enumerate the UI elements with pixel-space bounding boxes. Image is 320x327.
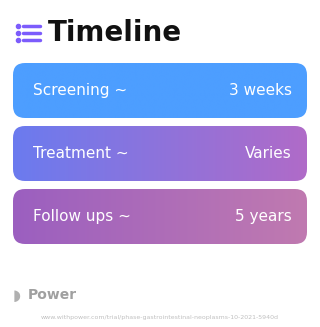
Text: 5 years: 5 years — [235, 209, 292, 224]
Text: Power: Power — [28, 288, 77, 302]
Text: Timeline: Timeline — [48, 19, 182, 47]
Text: Treatment ~: Treatment ~ — [33, 146, 129, 161]
Text: Screening ~: Screening ~ — [33, 83, 127, 98]
Text: Follow ups ~: Follow ups ~ — [33, 209, 131, 224]
Text: Varies: Varies — [245, 146, 292, 161]
Text: 3 weeks: 3 weeks — [229, 83, 292, 98]
Text: ◗: ◗ — [13, 287, 21, 302]
Text: www.withpower.com/trial/phase-gastrointestinal-neoplasms-10-2021-5940d: www.withpower.com/trial/phase-gastrointe… — [41, 315, 279, 319]
